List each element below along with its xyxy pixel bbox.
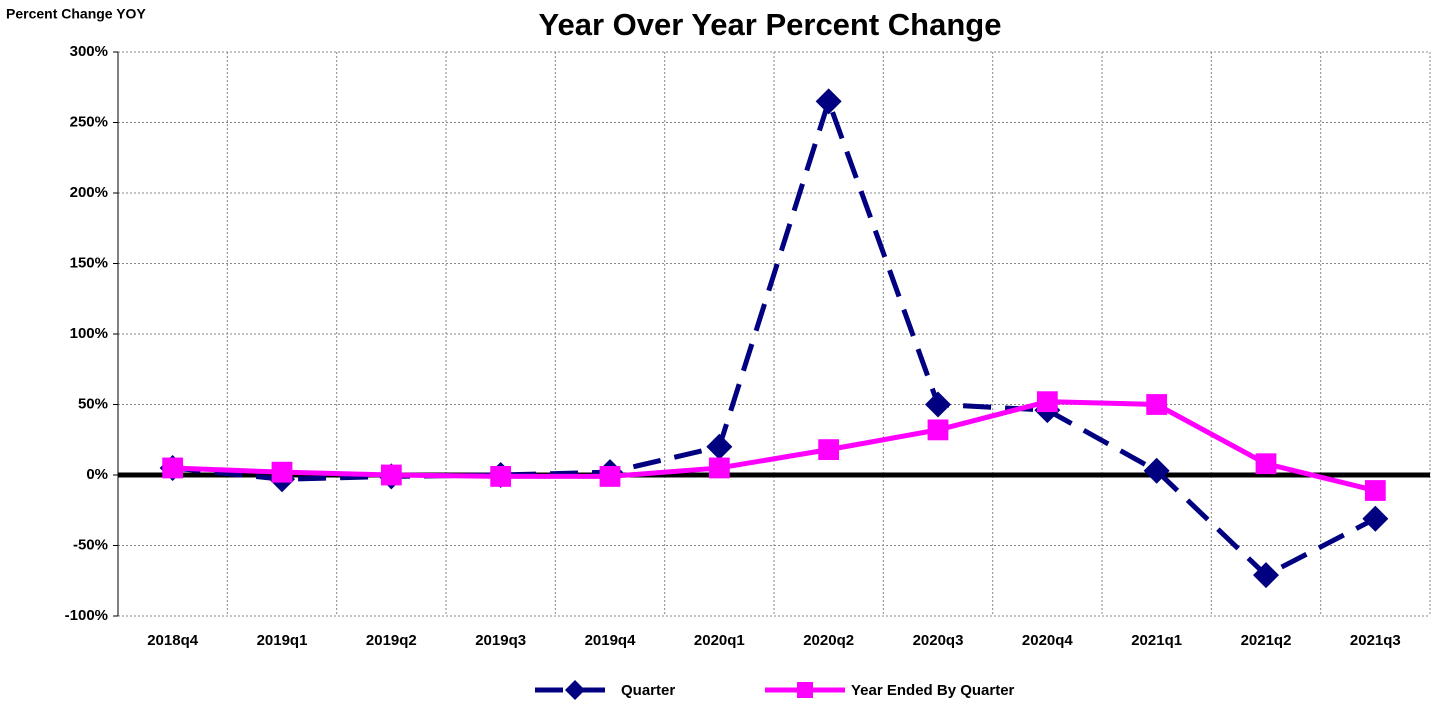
x-tick-label: 2020q1	[694, 632, 745, 649]
y-tick-label: -100%	[65, 607, 108, 624]
legend-label: Quarter	[621, 682, 675, 699]
x-tick-label: 2021q2	[1241, 632, 1292, 649]
point-marker	[1143, 457, 1170, 484]
y-tick-label: 50%	[78, 395, 108, 412]
series-line	[172, 399, 1376, 493]
point-marker	[1253, 562, 1279, 589]
point-marker	[925, 391, 951, 418]
point-marker	[380, 464, 402, 486]
point-marker	[1255, 453, 1277, 475]
x-tick-label: 2021q1	[1131, 632, 1182, 649]
y-tick-label: 100%	[70, 325, 108, 342]
y-axis-label: Percent Change YOY	[6, 6, 146, 22]
x-tick-label: 2018q4	[147, 632, 199, 649]
point-marker	[162, 457, 184, 479]
y-tick-label: -50%	[73, 536, 108, 553]
x-tick-label: 2019q1	[257, 632, 308, 649]
point-marker	[708, 457, 730, 479]
series-line	[172, 93, 1377, 579]
point-marker	[1364, 480, 1386, 501]
point-marker	[599, 466, 621, 487]
point-marker	[818, 439, 840, 461]
point-marker	[706, 433, 733, 460]
point-marker	[1036, 391, 1058, 413]
x-tick-label: 2019q2	[366, 632, 417, 649]
y-tick-label: 200%	[70, 184, 108, 201]
point-marker	[271, 461, 293, 483]
x-tick-label: 2020q4	[1022, 632, 1074, 649]
chart-title: Year Over Year Percent Change	[539, 7, 1002, 42]
y-tick-label: 150%	[70, 254, 108, 271]
point-marker	[1146, 394, 1168, 415]
y-tick-label: 300%	[70, 43, 108, 60]
point-marker	[1362, 505, 1389, 532]
point-marker	[815, 88, 842, 115]
legend-marker	[797, 682, 813, 698]
x-tick-label: 2019q4	[585, 632, 637, 649]
legend-label: Year Ended By Quarter	[851, 682, 1015, 699]
legend-marker	[565, 680, 585, 700]
x-tick-label: 2020q3	[913, 632, 964, 649]
x-tick-label: 2021q3	[1350, 632, 1401, 649]
point-marker	[490, 466, 512, 487]
x-tick-label: 2019q3	[475, 632, 526, 649]
y-tick-label: 0%	[86, 466, 108, 483]
y-tick-label: 250%	[70, 113, 108, 130]
point-marker	[927, 419, 949, 441]
x-tick-label: 2020q2	[803, 632, 854, 649]
